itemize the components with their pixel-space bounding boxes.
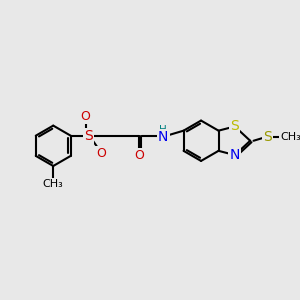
Text: O: O: [96, 147, 106, 161]
Text: O: O: [134, 149, 144, 162]
Text: S: S: [85, 129, 93, 143]
Text: S: S: [230, 119, 239, 134]
Text: CH₃: CH₃: [43, 179, 64, 189]
Text: H: H: [159, 124, 167, 134]
Text: S: S: [263, 130, 272, 144]
Text: N: N: [158, 130, 168, 144]
Text: CH₃: CH₃: [280, 132, 300, 142]
Text: O: O: [81, 110, 91, 123]
Text: N: N: [230, 148, 240, 162]
